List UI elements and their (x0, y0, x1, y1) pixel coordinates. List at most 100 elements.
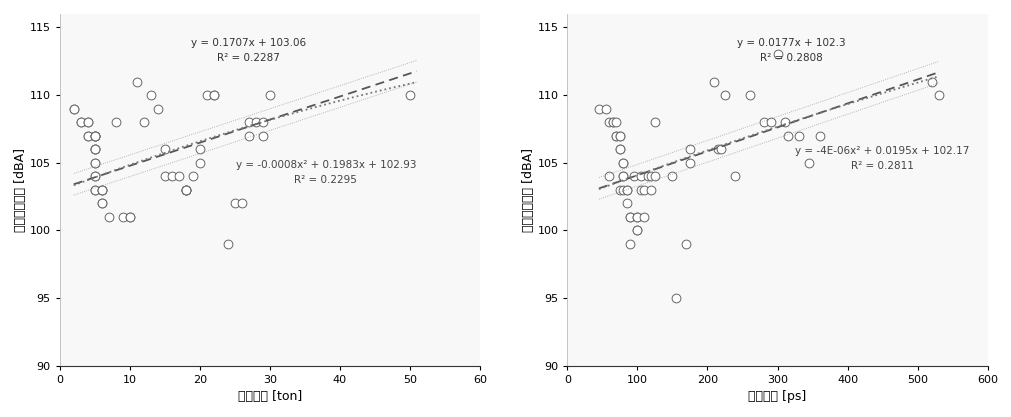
Point (667, 294, 683, 301)
Point (143, 92, 159, 98)
Point (601, 173, 617, 180)
Point (612, 146, 628, 153)
Point (612, 146, 628, 153)
Point (87, 132, 103, 139)
Point (94, 200, 110, 206)
Point (646, 173, 662, 180)
X-axis label: 정격출력 [ps]: 정격출력 [ps] (748, 390, 806, 403)
Point (612, 186, 628, 193)
Point (87, 132, 103, 139)
Point (754, 119, 770, 126)
Point (205, 92, 221, 98)
Point (248, 119, 264, 126)
Point (615, 159, 631, 166)
Point (80, 119, 96, 126)
Text: R² = 0.2287: R² = 0.2287 (217, 53, 280, 63)
Point (790, 132, 806, 139)
Point (716, 92, 732, 98)
Text: y = -4E-06x² + 0.0195x + 102.17: y = -4E-06x² + 0.0195x + 102.17 (795, 146, 969, 156)
Point (121, 214, 137, 220)
Point (184, 173, 200, 180)
Point (178, 186, 194, 193)
Point (605, 119, 621, 126)
Point (66, 105, 82, 112)
Point (114, 214, 130, 220)
Point (761, 119, 777, 126)
Point (608, 132, 624, 139)
Point (768, 51, 785, 58)
Point (241, 119, 257, 126)
Point (234, 200, 250, 206)
Point (615, 173, 631, 180)
Point (87, 186, 103, 193)
Point (157, 173, 173, 180)
Point (121, 214, 137, 220)
Point (191, 159, 207, 166)
Text: R² = 0.2295: R² = 0.2295 (294, 175, 357, 185)
Point (713, 146, 729, 153)
Point (608, 119, 624, 126)
X-axis label: 장비중량 [ton]: 장비중량 [ton] (238, 390, 301, 403)
Point (622, 214, 638, 220)
Point (779, 132, 796, 139)
Point (643, 186, 659, 193)
Point (681, 146, 698, 153)
Point (107, 119, 123, 126)
Point (639, 173, 655, 180)
Point (157, 146, 173, 153)
Point (80, 119, 96, 126)
Point (608, 132, 624, 139)
Point (150, 105, 166, 112)
Point (178, 186, 194, 193)
Point (741, 92, 757, 98)
Point (87, 186, 103, 193)
Point (87, 159, 103, 166)
Point (923, 78, 939, 85)
Text: y = -0.0008x² + 0.1983x + 102.93: y = -0.0008x² + 0.1983x + 102.93 (236, 160, 416, 170)
Point (205, 92, 221, 98)
Y-axis label: 음향파워레벨 [dBA]: 음향파워레벨 [dBA] (521, 148, 534, 232)
Point (619, 186, 635, 193)
Point (632, 186, 648, 193)
Point (262, 92, 278, 98)
Point (629, 214, 645, 220)
Point (590, 105, 607, 112)
Point (87, 173, 103, 180)
Point (80, 132, 96, 139)
Point (615, 159, 631, 166)
Point (87, 146, 103, 153)
Point (73, 119, 89, 126)
Text: y = 0.0177x + 102.3: y = 0.0177x + 102.3 (736, 38, 845, 48)
Point (178, 186, 194, 193)
Point (255, 132, 271, 139)
Point (191, 146, 207, 153)
Point (706, 78, 722, 85)
Point (709, 146, 725, 153)
Point (629, 227, 645, 234)
Point (87, 173, 103, 180)
Point (619, 186, 635, 193)
Point (94, 200, 110, 206)
Point (94, 186, 110, 193)
Point (255, 119, 271, 126)
Point (73, 119, 89, 126)
Point (811, 132, 827, 139)
Point (622, 214, 638, 220)
Point (226, 200, 243, 206)
Point (87, 132, 103, 139)
Text: y = 0.1707x + 103.06: y = 0.1707x + 103.06 (191, 38, 306, 48)
Point (241, 132, 257, 139)
Point (94, 186, 110, 193)
Point (615, 173, 631, 180)
Point (727, 173, 743, 180)
Point (87, 132, 103, 139)
Point (800, 159, 816, 166)
Point (605, 119, 621, 126)
Point (622, 241, 638, 247)
Point (128, 78, 145, 85)
Point (178, 186, 194, 193)
Point (929, 92, 945, 98)
Point (198, 92, 214, 98)
Point (100, 214, 116, 220)
Point (401, 92, 418, 98)
